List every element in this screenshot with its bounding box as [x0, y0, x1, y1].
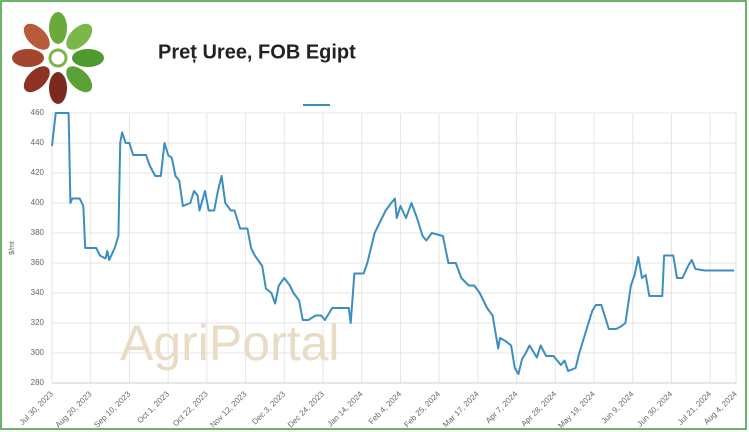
y-tick-label: 440	[31, 138, 45, 147]
y-tick-label: 280	[31, 378, 45, 387]
data-line	[51, 112, 735, 375]
y-tick-label: 300	[31, 348, 45, 357]
y-axis-label: $/mt	[9, 241, 16, 255]
y-tick-label: 380	[31, 228, 45, 237]
logo	[12, 12, 104, 104]
plot	[51, 112, 735, 375]
chart-title: Preț Uree, FOB Egipt	[158, 41, 356, 63]
y-tick-label: 320	[31, 318, 45, 327]
y-tick-label: 340	[31, 288, 45, 297]
y-tick-label: 400	[31, 198, 45, 207]
watermark: AgriPortal	[120, 315, 340, 371]
y-tick-label: 360	[31, 258, 45, 267]
y-tick-label: 420	[31, 168, 45, 177]
y-tick-label: 460	[31, 108, 45, 117]
